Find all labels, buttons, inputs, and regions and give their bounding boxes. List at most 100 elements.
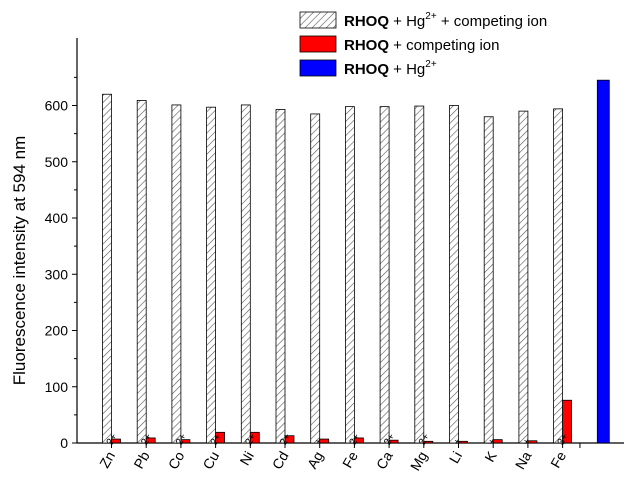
bar-hg-competing <box>102 93 112 444</box>
bar-hg-competing <box>310 113 321 444</box>
x-tick-label: Pb2+ <box>130 432 154 472</box>
bar-hg-competing <box>206 106 217 444</box>
x-tick-label: Cd2+ <box>269 432 294 473</box>
x-tick-label-text: Co <box>165 448 188 472</box>
bar-hg-competing <box>275 109 286 444</box>
x-tick-label-base: Li <box>446 449 465 466</box>
x-tick-label-sup: 2+ <box>209 432 224 448</box>
plot-area: 0 100 200 300 400 500 600 Fluorescence intensit… <box>10 38 624 473</box>
x-tick-label-text: Ca <box>373 448 396 472</box>
x-tick-label: Ca2+ <box>373 432 398 472</box>
bar-competing <box>388 439 399 444</box>
x-tick-label-base: Na <box>512 448 535 472</box>
x-tick-label-base: Fe <box>339 448 361 470</box>
x-tick-label: Ag+ <box>304 437 326 472</box>
bar-competing <box>492 439 503 444</box>
x-tick-label: Zn2+ <box>96 432 120 471</box>
x-tick-label-base: Co <box>165 448 188 472</box>
legend-label-sup: 2+ <box>425 11 437 22</box>
x-tick-label-text: Fe <box>547 448 569 470</box>
x-tick-label-sup: 2+ <box>382 432 397 448</box>
bar-competing <box>249 431 260 444</box>
bar-hg-competing <box>449 105 459 444</box>
x-tick-label-text: Ag <box>304 449 326 472</box>
x-tick-label: Cu2+ <box>199 432 224 473</box>
x-tick-label-text: Fe <box>339 448 361 470</box>
bar-competing <box>111 438 121 444</box>
x-tick-label-text: Ni <box>236 449 256 468</box>
bar-competing <box>215 431 226 444</box>
legend-label-bold: RHOQ <box>344 13 389 30</box>
x-tick-label-sup: 2+ <box>417 432 432 448</box>
x-tick-label-sup: + <box>313 437 326 448</box>
x-tick-label-base: Zn <box>96 449 118 471</box>
y-tick-label: 200 <box>45 323 69 339</box>
x-tick-label-base: Pb <box>130 448 153 471</box>
x-tick-label-text: Cu <box>199 449 222 473</box>
x-tick-label-text: Zn <box>96 449 118 471</box>
y-axis-label: Fluorescence intensity at 594 nm <box>10 136 29 385</box>
legend-swatch <box>299 11 337 29</box>
x-tick-label-sup: + <box>521 437 534 448</box>
y-tick-label: 600 <box>45 98 69 114</box>
x-tick-label-sup: 2+ <box>174 432 189 448</box>
legend-label-mid: + competing ion <box>389 37 500 54</box>
bar-competing <box>180 439 191 444</box>
x-tick-label-text: Pb <box>130 448 153 471</box>
legend-swatch <box>299 35 337 53</box>
bar-hg-competing <box>553 108 563 444</box>
legend-label-mid: + Hg <box>389 61 425 78</box>
legend-label-bold: RHOQ <box>344 37 389 54</box>
x-tick-label: Na+ <box>512 437 535 472</box>
x-tick-label-sup: + <box>486 437 499 448</box>
bar-competing <box>319 438 330 444</box>
x-tick-label-base: K <box>481 448 500 465</box>
bar-hg-competing <box>414 105 425 444</box>
bar-competing <box>562 399 572 444</box>
x-tick-label-text: Li <box>446 449 465 466</box>
y-tick-label: 500 <box>45 154 69 170</box>
x-tick-label: Mg2+ <box>407 432 432 474</box>
bar-hg-competing <box>379 106 390 444</box>
x-tick-label: Co2+ <box>165 432 190 472</box>
x-tick-label-sup: 2+ <box>348 432 363 448</box>
y-tick-label: 100 <box>45 379 69 395</box>
bar-hg-competing <box>171 104 182 444</box>
x-tick-label-text: Na <box>512 448 535 472</box>
x-tick-label-sup: 2+ <box>105 432 120 448</box>
y-tick-label: 400 <box>45 210 69 226</box>
bar-hg-competing <box>344 106 355 444</box>
x-tick-label: Fe2+ <box>339 432 363 471</box>
x-tick-label-base: Ni <box>236 449 256 468</box>
x-tick-label: Fe3+ <box>547 432 571 471</box>
legend-label: RHOQ + Hg2+ <box>344 59 437 78</box>
legend-label-mid: + Hg <box>389 13 425 30</box>
bar-competing <box>145 437 156 444</box>
x-tick-label-sup: 2+ <box>139 432 154 448</box>
legend-swatch <box>299 59 337 77</box>
bar-competing <box>527 440 538 444</box>
bar-hg-only <box>596 79 610 444</box>
x-tick-label-sup: 2+ <box>243 432 258 448</box>
x-tick-label: Ni2+ <box>236 432 258 468</box>
bar-competing <box>458 440 468 444</box>
x-tick-label-base: Cd <box>269 449 292 473</box>
x-tick-label-text: Cd <box>269 449 292 473</box>
y-tick-label: 300 <box>45 266 69 282</box>
bar-hg-competing <box>136 100 147 444</box>
x-tick-label-base: Mg <box>407 449 431 474</box>
legend-label: RHOQ + Hg2+ + competing ion <box>344 11 547 30</box>
x-tick-label-sup: + <box>452 437 465 448</box>
legend-label-sup: 2+ <box>425 59 437 70</box>
legend-label-tail: + competing ion <box>437 13 548 30</box>
x-tick-label-base: Cu <box>199 449 222 473</box>
x-tick-label-text: K <box>481 448 500 465</box>
x-tick-label-sup: 3+ <box>556 432 571 448</box>
x-tick-label-text: Mg <box>407 449 431 474</box>
y-tick-label: 0 <box>60 435 68 451</box>
legend-label-bold: RHOQ <box>344 61 389 78</box>
bar-hg-competing <box>483 116 494 444</box>
x-tick-label-base: Ag <box>304 449 326 472</box>
